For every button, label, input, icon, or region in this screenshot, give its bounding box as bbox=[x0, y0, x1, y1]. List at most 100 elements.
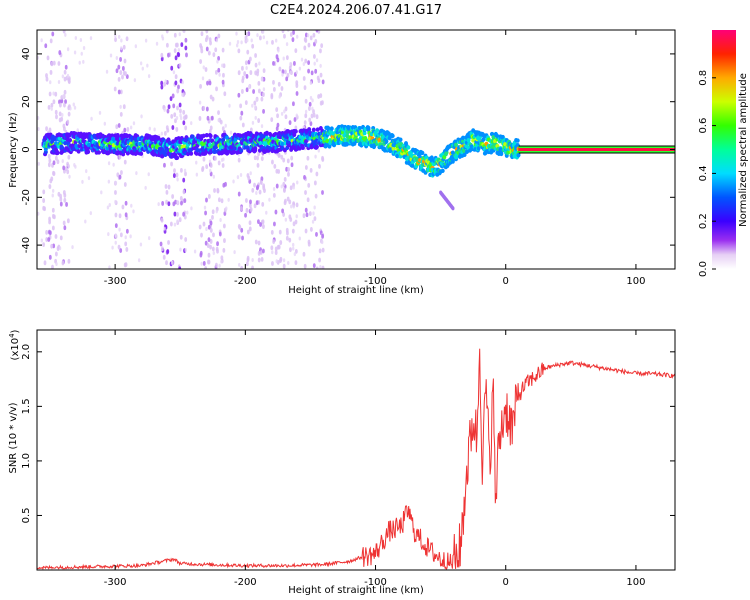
spectrogram-ridge-cell bbox=[500, 134, 505, 140]
spectrogram-speckle bbox=[315, 58, 319, 63]
spectrogram-speckle bbox=[304, 38, 308, 43]
spectrogram-speckle bbox=[217, 197, 221, 203]
spectrogram-speckle bbox=[257, 251, 261, 256]
spectrogram-speckle bbox=[44, 43, 48, 49]
spectrogram-speckle bbox=[294, 260, 298, 266]
spectrogram-speckle bbox=[289, 185, 293, 191]
spectrogram-ridge-cell bbox=[499, 151, 504, 157]
spectrogram-speckle bbox=[224, 181, 227, 187]
spectrogram-speckle bbox=[165, 189, 169, 195]
spectrogram-speckle bbox=[240, 265, 244, 269]
spectrogram-ridge-cell bbox=[515, 138, 520, 143]
spectrogram-speckle bbox=[275, 259, 278, 264]
spectrogram-speckle bbox=[205, 30, 209, 34]
spectrogram-speckle bbox=[165, 125, 169, 131]
spectrogram-ridge-cell bbox=[182, 144, 187, 149]
spectrogram-speckle bbox=[42, 189, 46, 195]
spectrogram-speckle bbox=[181, 92, 184, 97]
spectrogram-speckle bbox=[61, 74, 65, 79]
spectrogram-speckle bbox=[132, 121, 136, 126]
spectrogram-speckle bbox=[218, 72, 221, 77]
spectrogram-speckle bbox=[67, 164, 71, 169]
tone-line-band bbox=[518, 146, 675, 148]
spectrogram-speckle bbox=[170, 113, 174, 119]
spectrogram-speckle bbox=[71, 245, 74, 250]
spectrogram-speckle bbox=[209, 244, 212, 250]
spectrogram-speckle bbox=[282, 263, 286, 269]
spectrogram-speckle bbox=[180, 167, 183, 173]
spectrogram-speckle bbox=[289, 32, 293, 37]
spectrogram-speckle bbox=[249, 171, 252, 176]
spectrogram-speckle bbox=[291, 37, 295, 43]
spectrogram-speckle bbox=[280, 154, 284, 160]
spectrogram-speckle bbox=[162, 254, 166, 260]
snr-y-axis: 0.5 1.0 1.5 2.0 bbox=[21, 344, 675, 523]
snr-frame bbox=[36, 329, 676, 571]
spectrogram-speckle bbox=[244, 212, 247, 218]
spectrogram-speckle bbox=[115, 124, 119, 130]
spectrogram-speckle bbox=[314, 68, 318, 74]
spectrogram-speckle bbox=[221, 126, 225, 132]
spectrogram-speckle bbox=[308, 211, 312, 217]
spectrogram-speckle bbox=[49, 80, 52, 85]
snr-x-label: Height of straight line (km) bbox=[288, 585, 424, 596]
spectrogram-speckle bbox=[58, 111, 62, 117]
spectrogram-speckle bbox=[176, 219, 179, 224]
spectrogram-speckle bbox=[200, 261, 203, 266]
spectrogram-speckle bbox=[114, 223, 118, 229]
spectrogram-speckle bbox=[207, 259, 211, 265]
spectrogram-speckle bbox=[48, 184, 52, 189]
spectrogram-speckle bbox=[161, 201, 165, 206]
spectrogram-speckle bbox=[174, 199, 177, 205]
spectrogram-speckle bbox=[282, 181, 286, 187]
spectrogram-speckle bbox=[124, 235, 127, 240]
spectrogram-speckle bbox=[221, 79, 225, 85]
spectrogram-speckle bbox=[303, 120, 307, 126]
spectrogram-speckle bbox=[51, 225, 55, 231]
spectrogram-speckle bbox=[295, 202, 299, 208]
spectrogram-speckle bbox=[307, 68, 310, 74]
spectrogram-speckle bbox=[206, 115, 210, 121]
spectrogram-speckle bbox=[248, 220, 252, 226]
spectrogram-speckle bbox=[160, 56, 164, 62]
spectrogram-ytick-label: 20 bbox=[21, 95, 32, 108]
spectrogram-speckle bbox=[201, 76, 205, 81]
spectrogram-speckle bbox=[292, 101, 295, 107]
spectrogram-speckle bbox=[66, 218, 70, 224]
spectrogram-speckle bbox=[251, 103, 254, 108]
spectrogram-speckle bbox=[89, 211, 93, 216]
spectrogram-speckle bbox=[167, 201, 171, 207]
spectrogram-speckle bbox=[283, 200, 287, 206]
spectrogram-speckle bbox=[260, 96, 264, 102]
spectrogram-speckle bbox=[46, 55, 50, 61]
spectrogram-speckle bbox=[287, 171, 290, 177]
spectrogram-speckle bbox=[139, 242, 143, 247]
spectrogram-speckle bbox=[184, 125, 188, 131]
spectrogram-speckle bbox=[193, 249, 197, 254]
spectrogram-ridge-cell bbox=[420, 150, 425, 156]
spectrogram-speckle bbox=[66, 119, 70, 125]
spectrogram-speckle bbox=[313, 180, 317, 186]
spectrogram-speckle bbox=[291, 228, 295, 234]
spectrogram-speckle bbox=[312, 263, 316, 269]
spectrogram-speckle bbox=[294, 48, 298, 54]
spectrogram-speckle bbox=[204, 266, 208, 269]
spectrogram-speckle bbox=[212, 174, 216, 179]
spectrogram-ridge-cell bbox=[160, 154, 165, 159]
spectrogram-ridge-cell bbox=[357, 125, 362, 131]
spectrogram-speckle bbox=[315, 171, 319, 177]
colorbar-tick-label: 0.6 bbox=[698, 118, 709, 134]
spectrogram-speckle bbox=[304, 98, 308, 104]
colorbar-ticks: 0.0 0.2 0.4 0.6 0.8 bbox=[698, 70, 716, 277]
spectrogram-speckle bbox=[293, 252, 297, 257]
spectrogram-speckle bbox=[284, 106, 288, 112]
spectrogram-speckle bbox=[279, 240, 283, 245]
spectrogram-xtick-label: -300 bbox=[104, 276, 127, 287]
spectrogram-speckle bbox=[182, 211, 186, 217]
spectrogram-speckle bbox=[237, 191, 241, 197]
spectrogram-speckle bbox=[59, 196, 63, 202]
spectrogram-speckle bbox=[273, 221, 276, 227]
spectrogram-speckle bbox=[176, 105, 179, 111]
spectrogram-speckle bbox=[309, 80, 313, 85]
spectrogram-speckle bbox=[205, 227, 208, 232]
